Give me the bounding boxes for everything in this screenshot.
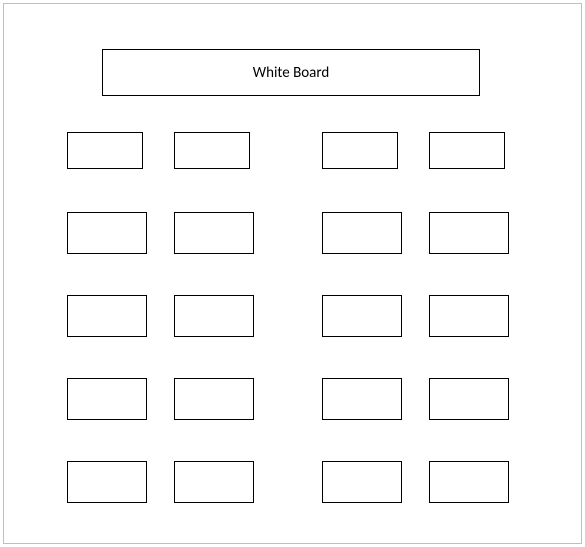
seat-box: [67, 132, 143, 169]
seat-box: [322, 378, 402, 420]
seat-box: [429, 212, 509, 254]
seat-box: [174, 132, 250, 169]
seat-box: [429, 295, 509, 337]
seat-box: [322, 295, 402, 337]
whiteboard-label: White Board: [253, 64, 330, 82]
seat-box: [429, 461, 509, 503]
seat-box: [67, 295, 147, 337]
seat-box: [429, 132, 505, 169]
page-frame: White Board: [3, 3, 582, 544]
whiteboard-box: White Board: [102, 49, 480, 96]
seat-box: [174, 378, 254, 420]
seat-box: [174, 461, 254, 503]
seat-box: [67, 461, 147, 503]
seat-box: [322, 461, 402, 503]
seat-box: [429, 378, 509, 420]
seat-box: [322, 212, 402, 254]
seat-box: [174, 295, 254, 337]
seat-box: [67, 378, 147, 420]
seat-box: [322, 132, 398, 169]
seat-box: [67, 212, 147, 254]
seat-box: [174, 212, 254, 254]
